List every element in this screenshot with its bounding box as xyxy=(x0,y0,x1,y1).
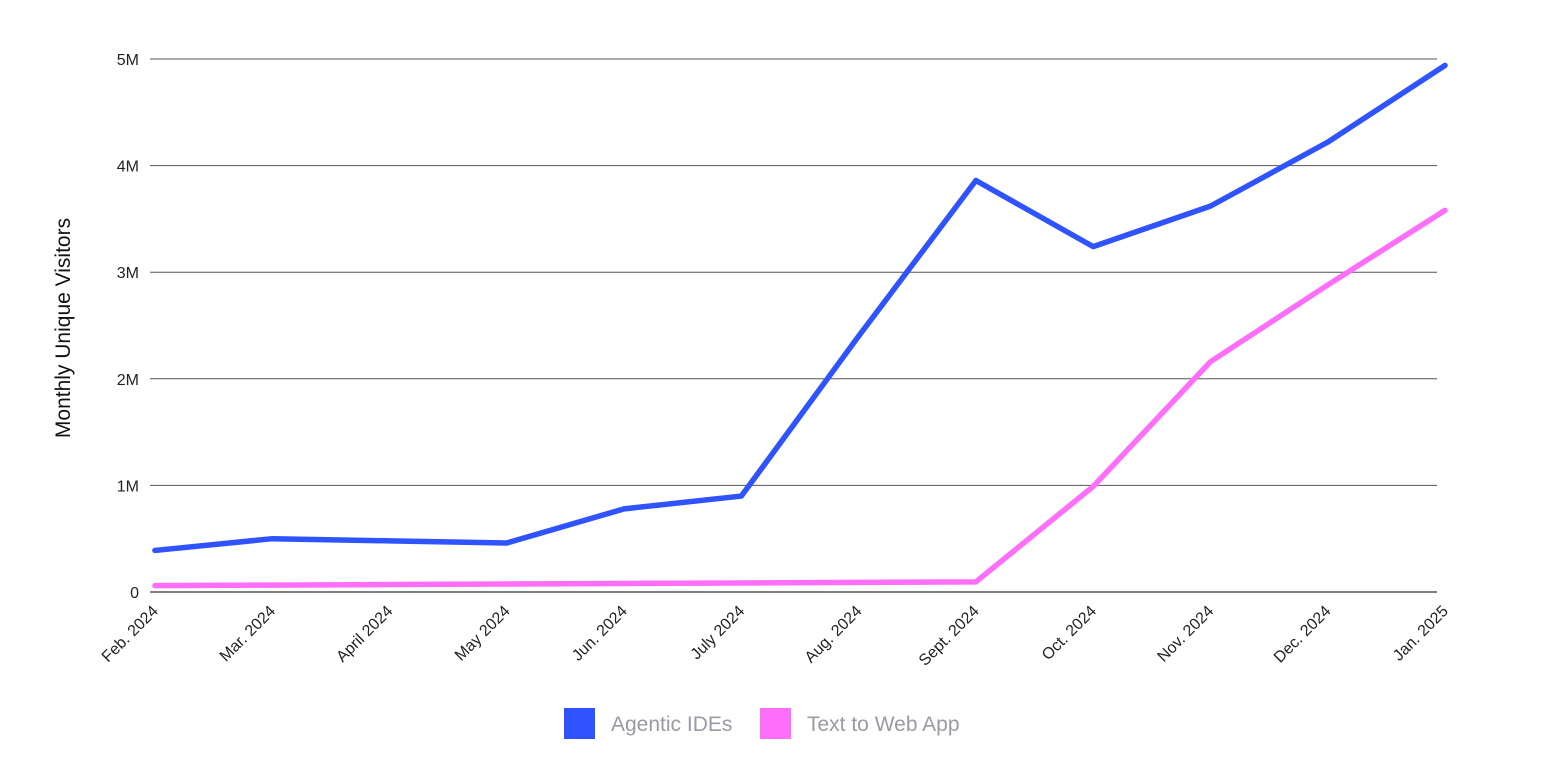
data-point xyxy=(621,580,627,586)
data-point xyxy=(1442,62,1448,68)
x-tick-label: Jan. 2025 xyxy=(1390,603,1452,665)
data-point xyxy=(387,538,393,544)
data-point xyxy=(269,536,275,542)
x-tick-label: Dec. 2024 xyxy=(1271,603,1335,667)
data-point xyxy=(1442,207,1448,213)
series-line-agentic-ides xyxy=(152,62,1448,554)
y-tick-label: 1M xyxy=(117,478,139,495)
data-point xyxy=(1325,282,1331,288)
y-axis-label: Monthly Unique Visitors xyxy=(52,218,75,438)
x-tick-label: Sept. 2024 xyxy=(916,603,983,670)
data-point xyxy=(1207,203,1213,209)
data-point xyxy=(856,333,862,339)
y-tick-label: 4M xyxy=(117,159,139,176)
x-tick-label: July 2024 xyxy=(688,603,749,664)
data-point xyxy=(504,581,510,587)
x-tick-label: April 2024 xyxy=(333,603,396,666)
data-point xyxy=(152,547,158,553)
grid-lines xyxy=(150,58,1437,593)
x-tick-label: Aug. 2024 xyxy=(802,603,866,667)
x-tick-label: May 2024 xyxy=(452,603,514,665)
data-point xyxy=(738,580,744,586)
data-point xyxy=(387,582,393,588)
y-tick-label: 2M xyxy=(117,372,139,389)
data-point xyxy=(1090,244,1096,250)
data-point xyxy=(269,582,275,588)
legend-swatch xyxy=(760,708,791,739)
legend-label: Text to Web App xyxy=(807,713,960,736)
x-tick-label: Nov. 2024 xyxy=(1155,603,1218,666)
data-point xyxy=(973,579,979,585)
data-point xyxy=(738,493,744,499)
data-point xyxy=(1325,139,1331,145)
legend-label: Agentic IDEs xyxy=(611,713,732,736)
x-tick-label: Mar. 2024 xyxy=(217,603,279,665)
data-point xyxy=(856,579,862,585)
series-lines xyxy=(152,62,1448,589)
legend-swatch xyxy=(564,708,595,739)
x-axis-ticks: Feb. 2024 Mar. 2024 April 2024 May 2024 Jun.… xyxy=(99,603,1452,670)
series-line-text-to-web-app xyxy=(152,207,1448,589)
y-tick-label: 5M xyxy=(117,52,139,69)
data-point xyxy=(1090,483,1096,489)
legend: Agentic IDEs Text to Web App xyxy=(564,708,960,739)
data-point xyxy=(152,583,158,589)
y-tick-label: 3M xyxy=(117,265,139,282)
y-tick-label: 0 xyxy=(130,585,139,602)
x-tick-label: Oct. 2024 xyxy=(1039,603,1100,664)
x-tick-label: Feb. 2024 xyxy=(99,603,162,666)
data-point xyxy=(621,506,627,512)
data-point xyxy=(973,178,979,184)
x-tick-label: Jun. 2024 xyxy=(569,603,631,665)
y-axis-ticks: 0 1M 2M 3M 4M 5M xyxy=(117,52,139,602)
data-point xyxy=(504,540,510,546)
data-point xyxy=(1207,359,1213,365)
